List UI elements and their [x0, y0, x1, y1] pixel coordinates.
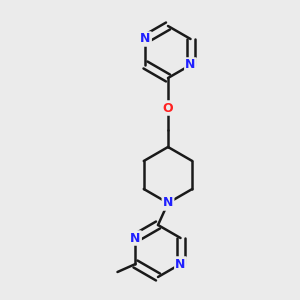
Text: N: N	[140, 32, 151, 46]
Text: N: N	[175, 257, 186, 271]
Text: N: N	[185, 58, 196, 71]
Text: O: O	[163, 101, 173, 115]
Text: N: N	[130, 232, 141, 244]
Text: N: N	[163, 196, 173, 209]
